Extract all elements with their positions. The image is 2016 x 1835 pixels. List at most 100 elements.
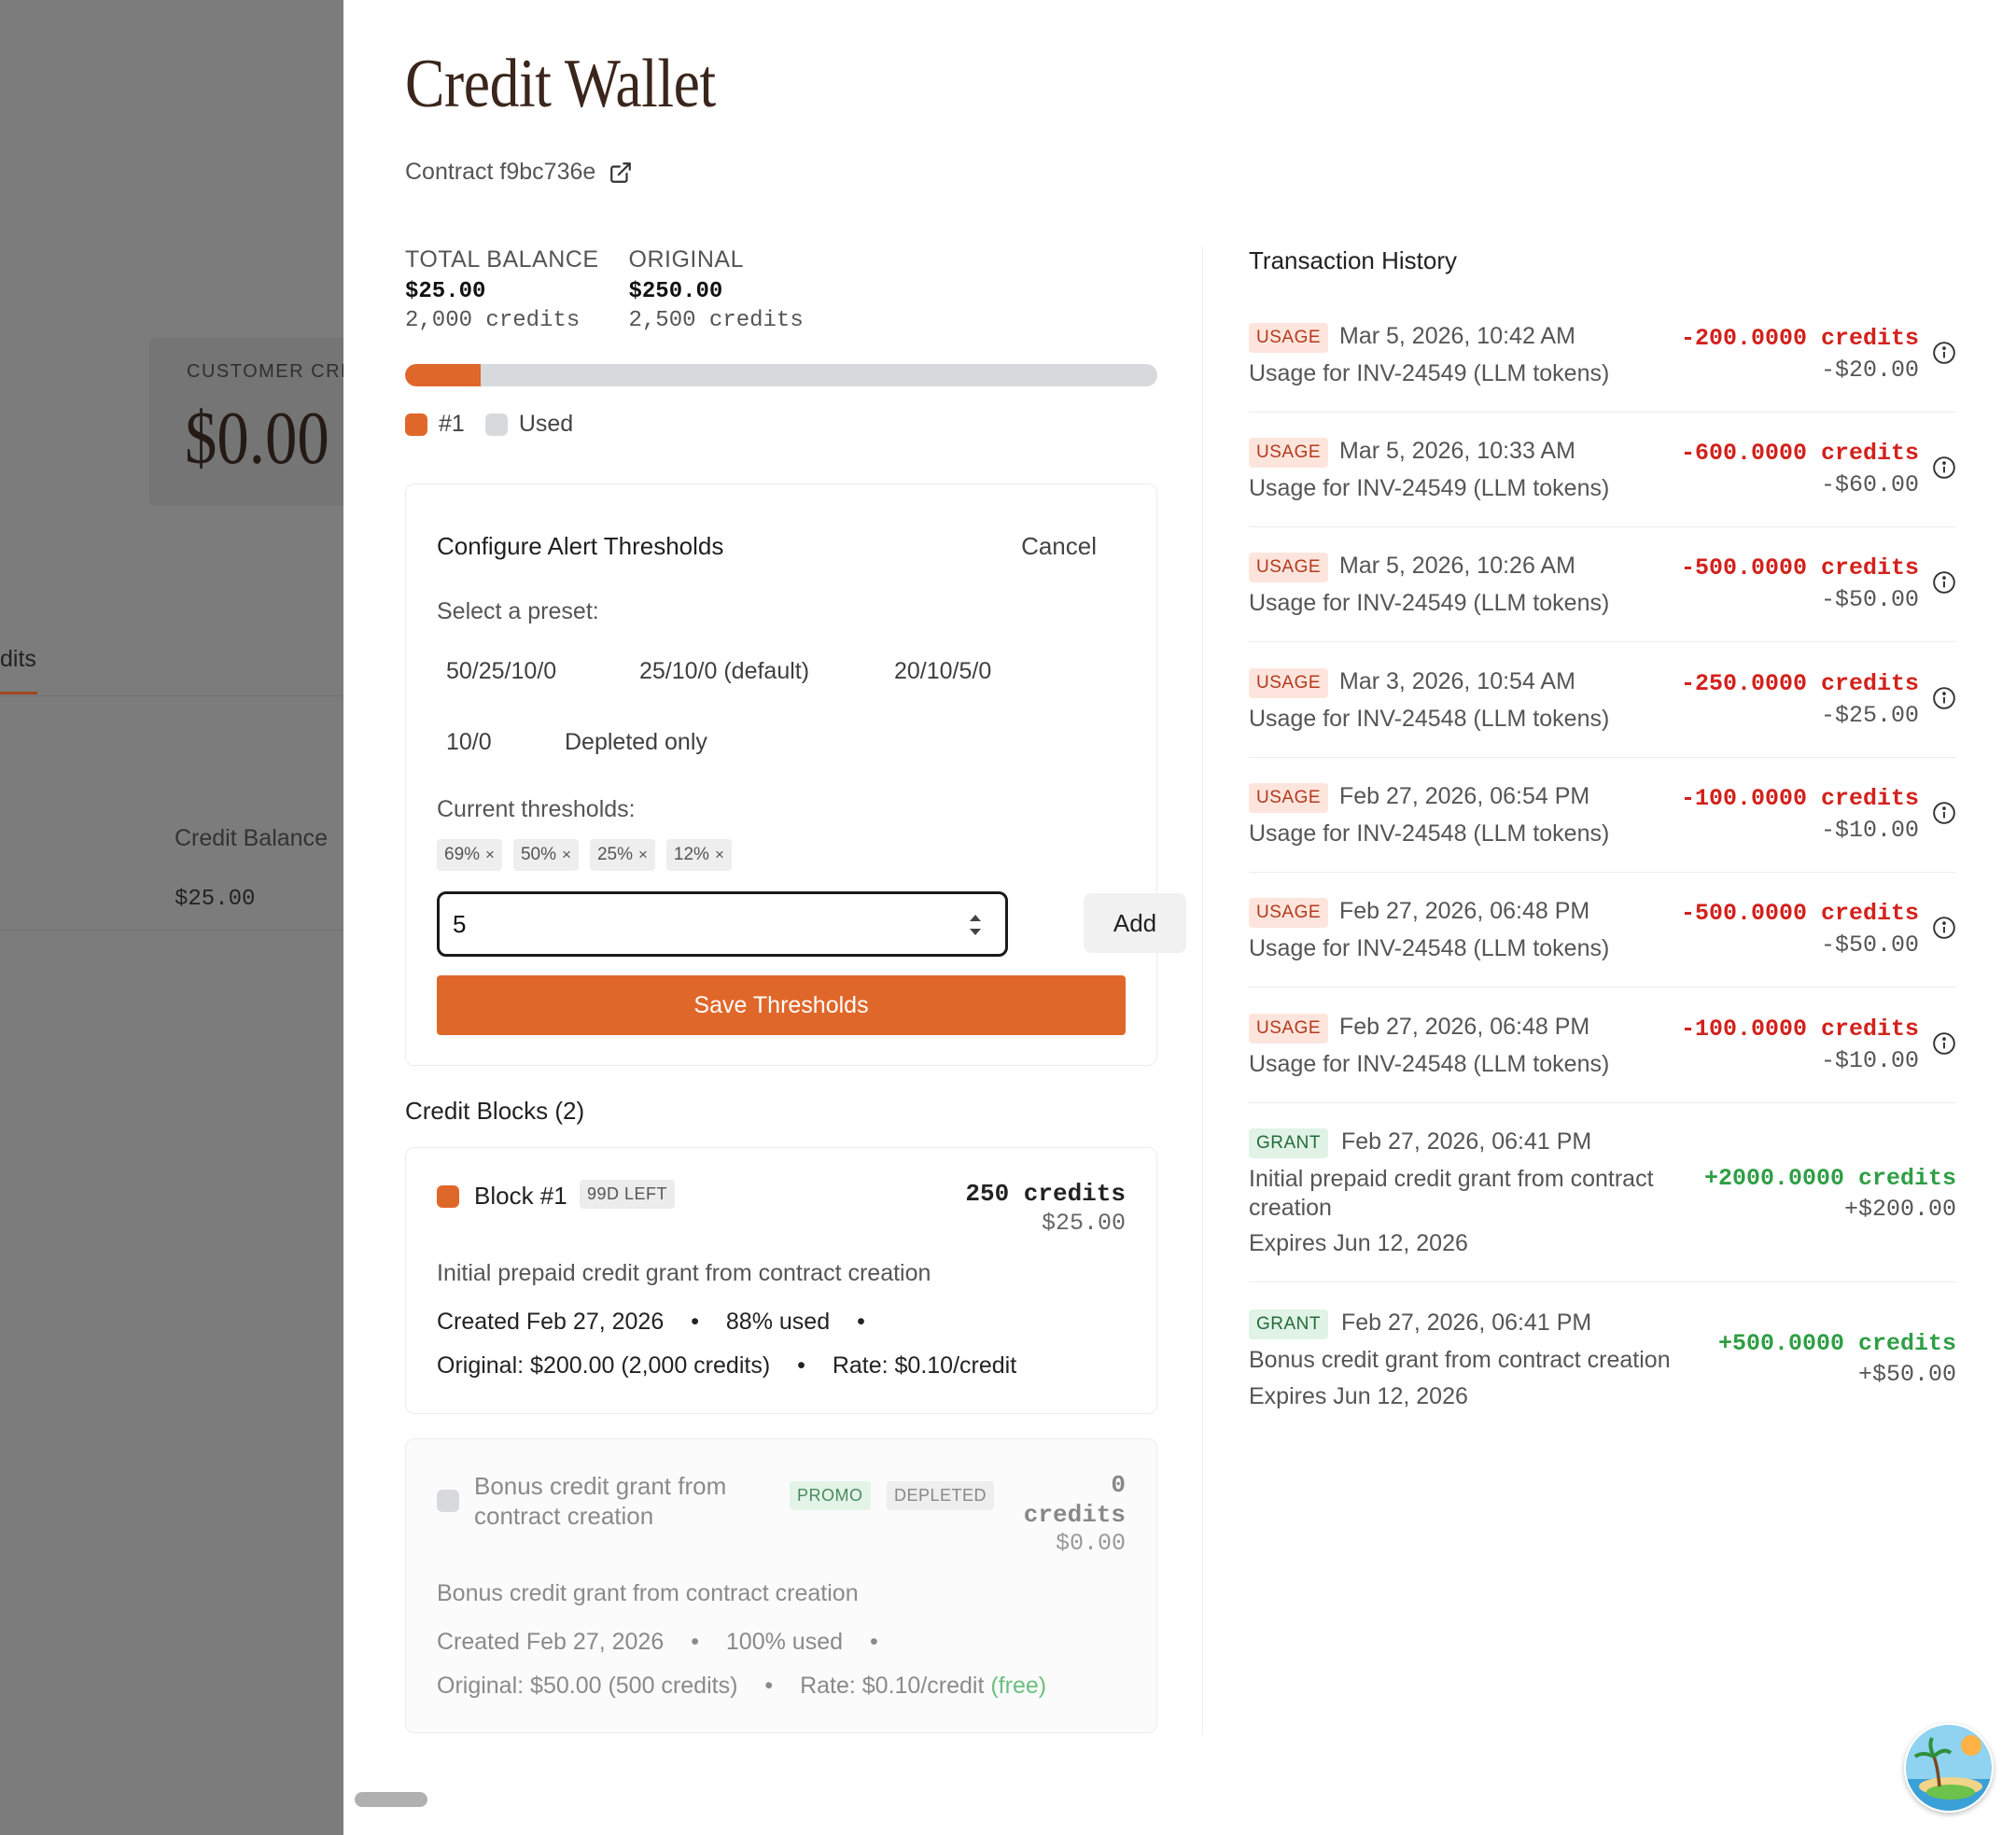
block-meta-line2: Original: $50.00 (500 credits) • Rate: $… [437,1673,1046,1700]
transaction-description: Bonus credit grant from contract creatio… [1249,1347,1671,1373]
usage-badge: USAGE [1249,898,1329,928]
block-created: Created Feb 27, 2026 [437,1309,665,1335]
preset-20-10-5-0[interactable]: 20/10/5/0 [894,658,992,684]
transaction-amount: -100.0000 credits [1680,785,1919,812]
depleted-badge: DEPLETED [887,1481,995,1510]
block-description: Initial prepaid credit grant from contra… [437,1260,931,1286]
credit-block-2: Bonus credit grant from contract creatio… [405,1438,1157,1733]
legend-swatch [405,413,427,436]
save-thresholds-button[interactable]: Save Thresholds [437,975,1126,1035]
horizontal-scrollbar[interactable] [355,1792,427,1807]
alert-thresholds-title: Configure Alert Thresholds [437,532,724,560]
block-original: Original: $200.00 (2,000 credits) [437,1352,771,1379]
transaction-date: Feb 27, 2026, 06:48 PM [1339,898,1590,924]
original-amount: $250.00 [628,279,723,304]
transaction-history-title: Transaction History [1249,246,1457,274]
transaction-description: Usage for INV-24549 (LLM tokens) [1249,360,1610,386]
total-balance: TOTAL BALANCE $25.00 2,000 credits [405,246,599,333]
bullet-separator: • [869,1629,878,1655]
transaction-row: GRANT Feb 27, 2026, 06:41 PM Bonus credi… [1249,1295,1956,1425]
cancel-button[interactable]: Cancel [1021,532,1097,560]
original-credits: 2,500 credits [628,308,804,333]
stepper-icon[interactable] [966,910,985,940]
preset-25-10-0-default[interactable]: 25/10/0 (default) [639,658,810,684]
info-icon[interactable] [1932,916,1956,940]
transaction-description: Usage for INV-24548 (LLM tokens) [1249,706,1610,732]
threshold-value: 25% [596,845,633,864]
transaction-date: Mar 5, 2026, 10:26 AM [1339,553,1575,579]
remove-threshold-icon[interactable]: × [637,846,648,863]
tab-credits[interactable]: dits [0,646,36,672]
transaction-row: USAGE Mar 5, 2026, 10:42 AM Usage for IN… [1249,308,1956,413]
legend-item-block1: #1 [405,411,465,438]
add-threshold-button[interactable]: Add [1084,893,1186,953]
grant-badge: GRANT [1249,1310,1328,1339]
legend-label: Used [518,411,574,437]
column-divider [1202,246,1203,1734]
transaction-description: Initial prepaid credit grant from contra… [1249,1166,1654,1192]
divider [0,930,343,931]
grant-badge: GRANT [1249,1128,1328,1158]
usage-progress-bar [405,364,1157,386]
info-icon[interactable] [1932,686,1956,710]
transaction-amount: -250.0000 credits [1680,670,1919,697]
transaction-date: Feb 27, 2026, 06:48 PM [1339,1014,1590,1040]
info-icon[interactable] [1932,455,1956,480]
block-rate: Rate: $0.10/credit [832,1352,1017,1379]
block-meta-line2: Original: $200.00 (2,000 credits) • Rate… [437,1352,1016,1380]
threshold-input-wrapper [437,891,1008,957]
legend-label: #1 [439,411,465,437]
remove-threshold-icon[interactable]: × [485,846,495,863]
preset-50-25-10-0[interactable]: 50/25/10/0 [446,658,557,684]
usage-badge: USAGE [1249,323,1329,353]
preset-10-0[interactable]: 10/0 [446,729,492,755]
external-link-icon[interactable] [609,161,633,185]
contract-label: Contract f9bc736e [405,159,596,185]
block-color-swatch [437,1490,459,1512]
block-used: 88% used [725,1309,831,1335]
block-created: Created Feb 27, 2026 [437,1629,665,1655]
transaction-date: Feb 27, 2026, 06:41 PM [1341,1128,1592,1155]
threshold-chip: 69% × [437,839,502,871]
active-tab-indicator [0,692,37,694]
usage-badge: USAGE [1249,553,1329,582]
transaction-row: USAGE Feb 27, 2026, 06:54 PM Usage for I… [1249,768,1956,873]
promo-badge: PROMO [790,1481,871,1510]
alert-thresholds-card: Configure Alert Thresholds Cancel Select… [405,483,1186,1066]
preset-depleted-only[interactable]: Depleted only [565,729,707,755]
transaction-usd: -$10.00 [1820,817,1919,844]
transaction-usd: -$60.00 [1820,471,1919,498]
column-header-credit-balance: Credit Balance [175,825,328,851]
info-icon[interactable] [1932,341,1956,365]
info-icon[interactable] [1932,570,1956,595]
threshold-input[interactable] [453,907,938,941]
info-icon[interactable] [1932,1031,1956,1056]
legend-item-used: Used [484,411,574,438]
transaction-description: Usage for INV-24549 (LLM tokens) [1249,590,1610,616]
usage-badge: USAGE [1249,668,1329,698]
days-left-badge: 99D LEFT [580,1180,676,1209]
transaction-usd: -$50.00 [1820,932,1919,959]
block-description: Bonus credit grant from contract creatio… [437,1580,859,1606]
bullet-separator: • [797,1352,805,1379]
threshold-chip: 25% × [589,839,655,871]
original-balance: ORIGINAL $250.00 2,500 credits [629,246,804,333]
original-label: ORIGINAL [628,246,744,273]
threshold-chip: 50% × [512,839,579,871]
transaction-usd: -$10.00 [1820,1047,1919,1074]
palm-island-avatar[interactable] [1904,1723,1994,1813]
transaction-row: GRANT Feb 27, 2026, 06:41 PM Initial pre… [1249,1114,1956,1282]
transaction-row: USAGE Feb 27, 2026, 06:48 PM Usage for I… [1249,883,1956,988]
transaction-row: USAGE Feb 27, 2026, 06:48 PM Usage for I… [1249,999,1956,1103]
customer-credit-card: CUSTOMER CREI $0.00 [149,338,343,506]
remove-threshold-icon[interactable]: × [714,846,724,863]
bullet-separator: • [857,1309,865,1335]
background-page: CUSTOMER CREI $0.00 dits Credit Balance … [0,0,343,1835]
contract-link[interactable]: Contract f9bc736e [405,159,633,186]
info-icon[interactable] [1932,801,1956,825]
threshold-value: 12% [673,845,709,864]
transaction-amount: -500.0000 credits [1680,554,1919,581]
block-name: Bonus credit grant from contract creatio… [474,1472,727,1530]
transaction-usd: -$50.00 [1820,586,1919,613]
remove-threshold-icon[interactable]: × [562,846,571,863]
